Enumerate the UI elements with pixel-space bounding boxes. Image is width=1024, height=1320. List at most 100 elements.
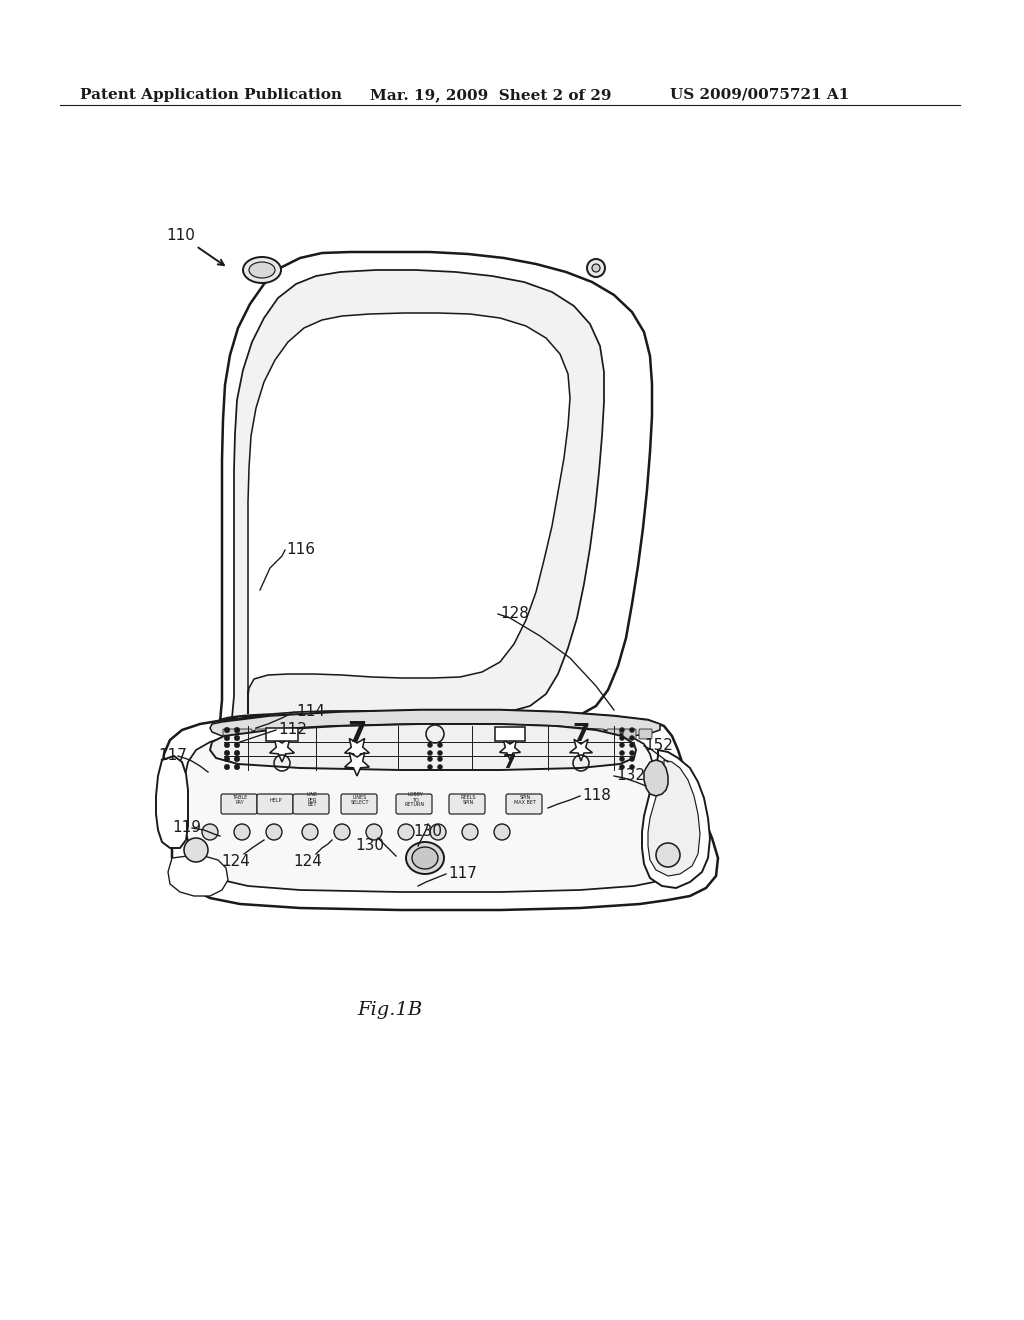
Polygon shape [220, 252, 652, 722]
Polygon shape [345, 738, 370, 762]
Circle shape [656, 843, 680, 867]
Text: US 2009/0075721 A1: US 2009/0075721 A1 [670, 88, 849, 102]
FancyBboxPatch shape [367, 729, 380, 739]
Circle shape [427, 756, 432, 762]
Polygon shape [162, 710, 718, 909]
Polygon shape [644, 760, 668, 796]
Text: 7: 7 [503, 754, 517, 772]
Text: BET: BET [307, 803, 316, 808]
FancyBboxPatch shape [506, 795, 542, 814]
Circle shape [234, 824, 250, 840]
Circle shape [224, 756, 229, 762]
Text: 124: 124 [294, 854, 323, 869]
FancyBboxPatch shape [223, 729, 236, 739]
FancyBboxPatch shape [415, 729, 428, 739]
FancyBboxPatch shape [399, 729, 412, 739]
Polygon shape [168, 855, 228, 896]
Circle shape [224, 750, 229, 756]
Circle shape [224, 727, 229, 733]
FancyBboxPatch shape [495, 729, 508, 739]
Polygon shape [569, 739, 593, 762]
FancyBboxPatch shape [479, 729, 492, 739]
Circle shape [630, 764, 635, 770]
Ellipse shape [249, 261, 275, 279]
Circle shape [234, 727, 240, 733]
Circle shape [630, 727, 635, 733]
Circle shape [224, 735, 229, 741]
FancyBboxPatch shape [449, 795, 485, 814]
Circle shape [630, 756, 635, 762]
Text: 114: 114 [296, 705, 325, 719]
FancyBboxPatch shape [335, 729, 348, 739]
Circle shape [462, 824, 478, 840]
FancyBboxPatch shape [607, 729, 620, 739]
Ellipse shape [412, 847, 438, 869]
FancyBboxPatch shape [383, 729, 396, 739]
Text: 112: 112 [278, 722, 307, 738]
FancyBboxPatch shape [527, 729, 540, 739]
Circle shape [302, 824, 318, 840]
FancyBboxPatch shape [255, 729, 268, 739]
Text: 117: 117 [449, 866, 477, 882]
Text: 110: 110 [166, 228, 195, 243]
Polygon shape [345, 752, 370, 776]
Text: HELP: HELP [269, 797, 283, 803]
Text: 132: 132 [616, 768, 645, 784]
Polygon shape [495, 727, 525, 741]
Text: 7: 7 [347, 719, 367, 748]
Circle shape [620, 756, 625, 762]
Text: LOBBY: LOBBY [408, 792, 423, 797]
Circle shape [437, 751, 442, 755]
Circle shape [234, 735, 240, 741]
FancyBboxPatch shape [221, 795, 257, 814]
FancyBboxPatch shape [591, 729, 604, 739]
Text: 130: 130 [355, 838, 384, 853]
Circle shape [620, 751, 625, 755]
Circle shape [224, 764, 229, 770]
Polygon shape [642, 750, 710, 888]
Circle shape [630, 742, 635, 747]
Circle shape [427, 751, 432, 755]
Text: 117: 117 [158, 748, 186, 763]
Circle shape [430, 824, 446, 840]
FancyBboxPatch shape [293, 795, 329, 814]
Text: TABLE: TABLE [232, 795, 248, 800]
Circle shape [427, 764, 432, 770]
Text: 116: 116 [286, 543, 315, 557]
Text: 130: 130 [414, 824, 442, 840]
FancyBboxPatch shape [351, 729, 364, 739]
FancyBboxPatch shape [511, 729, 524, 739]
Circle shape [427, 742, 432, 747]
FancyBboxPatch shape [257, 795, 293, 814]
FancyBboxPatch shape [396, 795, 432, 814]
Polygon shape [182, 723, 678, 892]
Text: 119: 119 [172, 821, 201, 836]
Circle shape [630, 735, 635, 741]
Text: LINES: LINES [353, 795, 368, 800]
FancyBboxPatch shape [431, 729, 444, 739]
Circle shape [234, 750, 240, 756]
Circle shape [224, 742, 229, 748]
Text: 7: 7 [572, 722, 590, 746]
FancyBboxPatch shape [463, 729, 476, 739]
FancyBboxPatch shape [559, 729, 572, 739]
Text: PER: PER [307, 797, 316, 803]
FancyBboxPatch shape [575, 729, 588, 739]
Text: Mar. 19, 2009  Sheet 2 of 29: Mar. 19, 2009 Sheet 2 of 29 [370, 88, 611, 102]
Text: TO: TO [412, 797, 419, 803]
FancyBboxPatch shape [341, 795, 377, 814]
FancyBboxPatch shape [271, 729, 284, 739]
Text: PAY: PAY [236, 800, 245, 805]
FancyBboxPatch shape [623, 729, 636, 739]
Circle shape [398, 824, 414, 840]
Text: RETURN: RETURN [404, 803, 425, 808]
Circle shape [620, 742, 625, 747]
Circle shape [437, 756, 442, 762]
Ellipse shape [243, 257, 281, 282]
Polygon shape [210, 710, 660, 744]
Circle shape [184, 838, 208, 862]
Circle shape [620, 727, 625, 733]
Text: SPIN: SPIN [463, 800, 474, 805]
Ellipse shape [406, 842, 444, 874]
Circle shape [234, 764, 240, 770]
